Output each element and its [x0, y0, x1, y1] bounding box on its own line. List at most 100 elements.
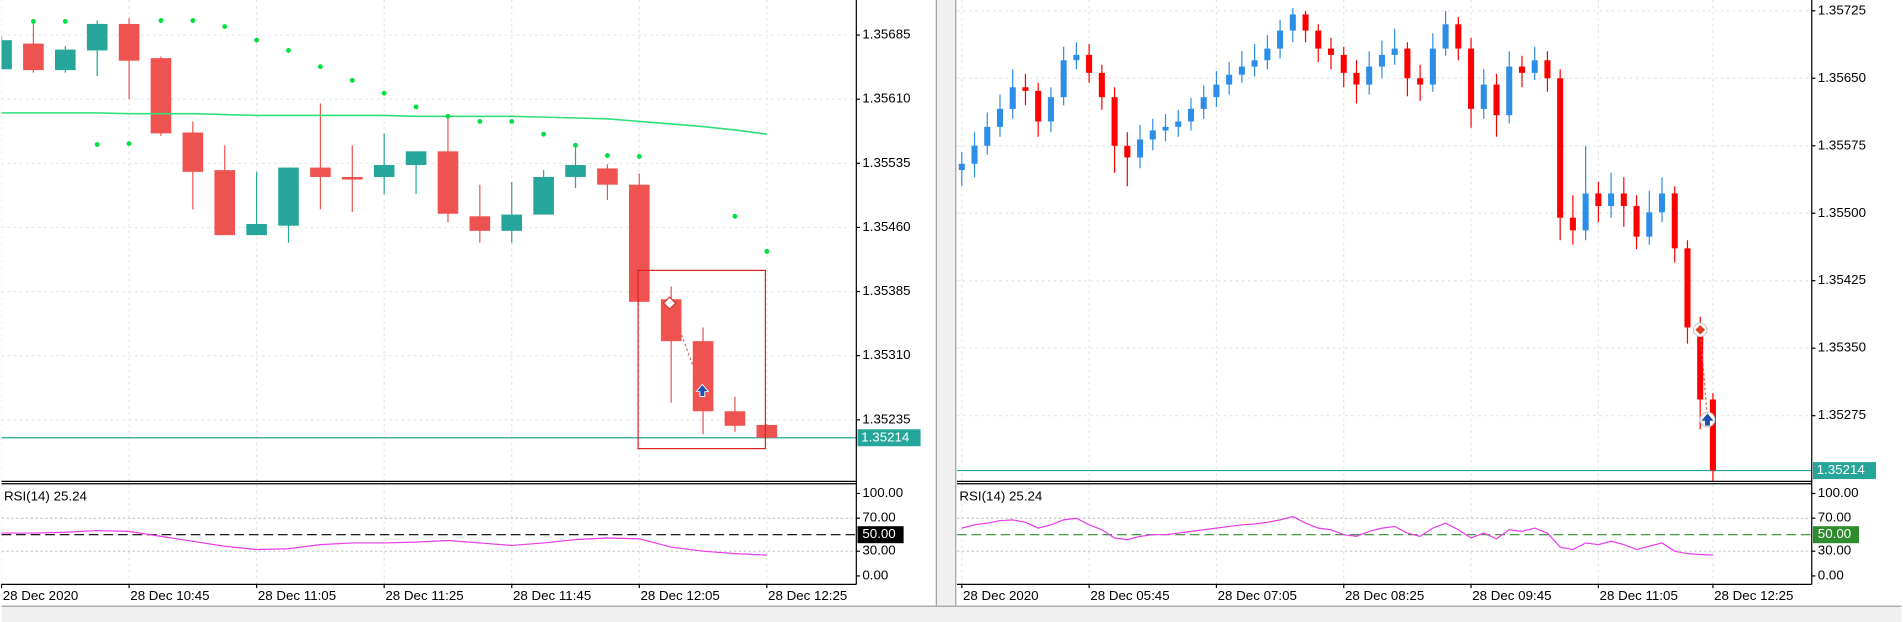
candle-body — [1493, 84, 1500, 116]
candle-body — [1098, 72, 1105, 98]
last-price-label: 1.35214 — [1817, 462, 1866, 477]
last-price-box — [857, 429, 921, 447]
candle-body — [1277, 30, 1284, 49]
buy-marker[interactable] — [1701, 413, 1714, 426]
y-tick-label: 1.35385 — [862, 283, 910, 298]
candle-body — [1124, 145, 1131, 158]
candle-body — [1047, 97, 1054, 122]
candle-body — [1582, 193, 1589, 231]
candle-body — [597, 168, 618, 185]
candle-body — [1569, 217, 1576, 231]
trade-link — [1699, 329, 1709, 420]
status-strip — [1, 606, 1902, 622]
price-plot — [1, 17, 857, 439]
x-tick-label: 28 Dec 09:45 — [1472, 588, 1551, 603]
candle-body — [1697, 327, 1704, 400]
rsi-tick-label: 0.00 — [1818, 567, 1844, 582]
candle-body — [1646, 212, 1653, 237]
candle-body — [1327, 48, 1335, 55]
rsi-tick-label: 70.00 — [1818, 510, 1851, 525]
y-tick-label: 1.35310 — [862, 347, 910, 362]
candle-body — [373, 165, 395, 177]
y-tick-label: 1.35275 — [1818, 407, 1866, 422]
candle-body — [628, 184, 650, 302]
candle-body — [1022, 87, 1029, 91]
candle-body — [660, 299, 682, 342]
candle-body — [341, 176, 363, 180]
sar-dot — [764, 248, 770, 254]
candle-body — [214, 170, 236, 236]
candle-body — [278, 167, 299, 226]
sar-dot — [509, 118, 515, 124]
sar-dot — [190, 18, 196, 23]
x-tick-label: 28 Dec 11:25 — [385, 588, 463, 603]
candle-body — [1684, 248, 1691, 328]
candle-body — [1531, 60, 1538, 73]
rsi-tick-label: 100.00 — [862, 485, 903, 500]
rsi-tick-label: 30.00 — [1818, 543, 1851, 558]
axes: 1.35725 1.35650 1.35575 1.35500 1.35425 1.353… — [956, 0, 1877, 603]
rsi-tick-label: 70.00 — [862, 510, 895, 525]
sar-dot — [604, 153, 610, 159]
annotations — [637, 269, 1716, 450]
candle-body — [971, 145, 978, 164]
price-plot — [956, 8, 1812, 482]
candle-body — [565, 165, 586, 177]
sar-dot — [413, 104, 419, 110]
rsi-tick-label: 30.00 — [862, 543, 895, 558]
candle-body — [756, 424, 778, 438]
splitter[interactable] — [936, 0, 956, 622]
candle-body — [1518, 66, 1526, 73]
candle-body — [1086, 54, 1093, 73]
rsi-line — [1, 529, 767, 556]
candle-body — [437, 151, 459, 214]
candle-body — [1557, 78, 1564, 218]
candle-body — [1366, 66, 1373, 85]
x-tick-label: 28 Dec 2020 — [963, 588, 1039, 603]
sar-dot — [126, 141, 132, 147]
candle-body — [958, 163, 965, 171]
candle-body — [1149, 130, 1156, 140]
rsi-plot — [1, 484, 857, 585]
candle-body — [1264, 48, 1271, 61]
candle-body — [405, 151, 427, 166]
buy-marker[interactable] — [695, 383, 710, 397]
candle-body — [1544, 60, 1551, 79]
candle-body — [1391, 48, 1398, 55]
x-tick-label: 28 Dec 12:25 — [768, 588, 847, 603]
candle-body — [1506, 66, 1513, 116]
y-tick-label: 1.35460 — [862, 219, 910, 234]
rsi-tick-label: 100.00 — [1818, 485, 1859, 500]
candle-body — [1009, 87, 1016, 109]
sar-dot — [541, 131, 547, 137]
y-tick-label: 1.35610 — [862, 91, 910, 106]
sell-marker[interactable] — [662, 296, 677, 311]
candle-body — [150, 58, 172, 134]
candle-body — [1340, 54, 1347, 73]
candle-body — [1468, 48, 1475, 109]
y-tick-label: 1.35235 — [862, 411, 910, 426]
y-tick-label: 1.35425 — [1818, 272, 1866, 287]
y-tick-label: 1.35575 — [1818, 137, 1866, 152]
x-tick-label: 28 Dec 08:25 — [1345, 588, 1424, 603]
y-tick-label: 1.35535 — [862, 155, 910, 170]
sar-dot — [254, 37, 260, 43]
x-tick-label: 28 Dec 05:45 — [1090, 588, 1169, 603]
sell-marker[interactable] — [1695, 324, 1706, 335]
candle-body — [692, 341, 714, 412]
sar-dot — [30, 18, 36, 24]
sar-dot — [158, 18, 164, 23]
selection-rectangle[interactable] — [637, 269, 766, 450]
candle-body — [1442, 24, 1449, 49]
y-tick-label: 1.35725 — [1818, 2, 1866, 17]
candle-body — [1073, 54, 1080, 61]
candle-body — [1315, 30, 1322, 49]
rsi-level-box — [857, 526, 904, 544]
candle-body — [1429, 48, 1436, 85]
y-tick-label: 1.35650 — [1818, 70, 1866, 85]
sar-dot — [732, 213, 738, 219]
candle-body — [1671, 193, 1678, 249]
sar-dot — [573, 142, 578, 148]
candle-body — [182, 132, 204, 172]
